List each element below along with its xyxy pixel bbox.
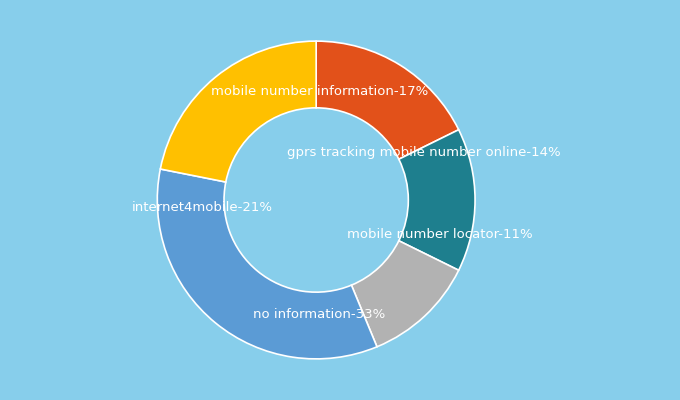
Wedge shape bbox=[316, 41, 459, 159]
Wedge shape bbox=[157, 169, 377, 359]
Text: gprs tracking mobile number online-14%: gprs tracking mobile number online-14% bbox=[288, 146, 561, 159]
Text: internet4mobile-21%: internet4mobile-21% bbox=[131, 202, 272, 214]
Wedge shape bbox=[352, 241, 459, 347]
Wedge shape bbox=[160, 41, 316, 182]
Text: mobile number information-17%: mobile number information-17% bbox=[211, 86, 428, 98]
Wedge shape bbox=[398, 130, 475, 270]
Text: mobile number locator-11%: mobile number locator-11% bbox=[347, 228, 533, 242]
Text: no information-33%: no information-33% bbox=[253, 308, 386, 321]
